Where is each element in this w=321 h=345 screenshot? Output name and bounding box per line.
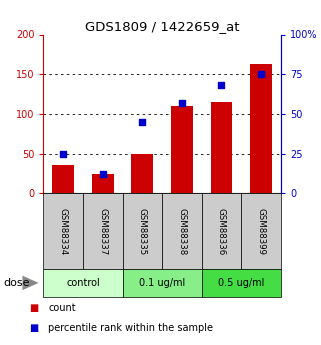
Point <box>140 119 145 125</box>
Text: dose: dose <box>3 278 30 288</box>
Text: GSM88336: GSM88336 <box>217 208 226 255</box>
Bar <box>250 64 272 193</box>
Text: 0.5 ug/ml: 0.5 ug/ml <box>218 278 265 288</box>
Bar <box>92 174 114 193</box>
Point <box>61 151 66 156</box>
Point <box>219 82 224 88</box>
Title: GDS1809 / 1422659_at: GDS1809 / 1422659_at <box>85 20 239 33</box>
Text: 0.1 ug/ml: 0.1 ug/ml <box>139 278 185 288</box>
Text: GSM88399: GSM88399 <box>256 208 265 255</box>
Polygon shape <box>22 276 39 290</box>
Text: percentile rank within the sample: percentile rank within the sample <box>48 323 213 333</box>
Text: GSM88335: GSM88335 <box>138 208 147 255</box>
Text: GSM88334: GSM88334 <box>59 208 68 255</box>
Point <box>179 100 185 106</box>
Bar <box>171 106 193 193</box>
Point <box>100 171 105 177</box>
Point <box>258 71 264 77</box>
Text: ■: ■ <box>29 303 38 313</box>
Text: ■: ■ <box>29 323 38 333</box>
Text: GSM88338: GSM88338 <box>178 208 187 255</box>
Bar <box>211 102 232 193</box>
Text: count: count <box>48 303 76 313</box>
Text: GSM88337: GSM88337 <box>98 208 107 255</box>
Bar <box>52 165 74 193</box>
Bar <box>131 154 153 193</box>
Text: control: control <box>66 278 100 288</box>
